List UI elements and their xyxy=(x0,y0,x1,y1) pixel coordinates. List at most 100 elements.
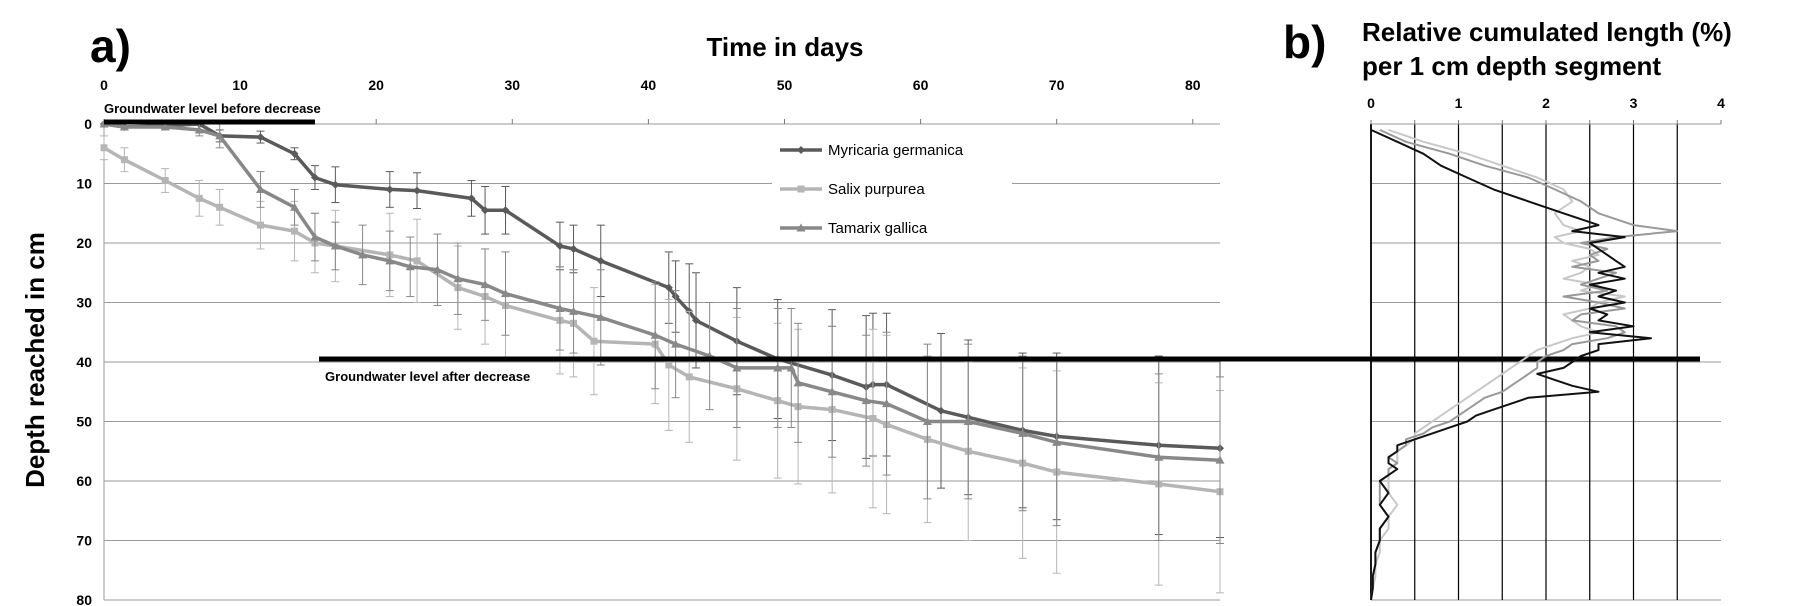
data-point xyxy=(773,363,783,372)
data-point xyxy=(119,122,129,131)
x-tick-label: 60 xyxy=(913,77,929,93)
data-point xyxy=(310,173,319,182)
data-point xyxy=(290,202,300,211)
data-point xyxy=(358,250,368,259)
x-tick-label: 70 xyxy=(1049,77,1065,93)
y-tick-label: 80 xyxy=(76,592,92,606)
x-tick-label: 80 xyxy=(1185,77,1201,93)
data-point xyxy=(596,312,606,321)
data-point xyxy=(290,149,299,158)
data-point xyxy=(216,203,224,211)
data-point xyxy=(331,180,340,189)
data-point xyxy=(432,265,442,274)
data-point xyxy=(793,378,803,387)
data-point xyxy=(786,363,796,372)
panel-b-label: b) xyxy=(1283,16,1326,68)
data-point xyxy=(590,337,598,345)
data-point xyxy=(650,330,660,339)
data-point xyxy=(385,185,394,194)
data-point xyxy=(1052,437,1062,446)
data-point xyxy=(1154,452,1164,461)
b-x-tick-label: 4 xyxy=(1717,95,1725,111)
b-profile-line xyxy=(1370,128,1626,601)
y-tick-label: 20 xyxy=(76,235,92,251)
data-point xyxy=(1018,428,1028,437)
legend-label: Myricaria germanica xyxy=(828,142,964,159)
panel-b-plot: 0 1 2 3 4 xyxy=(1367,95,1725,601)
data-point xyxy=(330,241,340,250)
legend-box xyxy=(772,130,1012,238)
data-point xyxy=(257,221,265,229)
panel-b-title-line-2: per 1 cm depth segment xyxy=(1362,51,1661,81)
data-point xyxy=(100,144,108,152)
groundwater-label: Groundwater level after decrease xyxy=(325,369,530,384)
data-point xyxy=(692,316,701,325)
x-tick-label: 10 xyxy=(232,77,248,93)
y-axis-title: Depth reached in cm xyxy=(20,232,50,488)
y-tick-label: 70 xyxy=(76,533,92,549)
data-point xyxy=(827,387,837,396)
groundwater-label: Groundwater level before decrease xyxy=(104,101,321,116)
data-point xyxy=(215,131,225,140)
panel-b-title-line-1: Relative cumulated length (%) xyxy=(1362,17,1732,47)
y-tick-label: 0 xyxy=(84,116,92,132)
panel-a-label: a) xyxy=(90,20,131,72)
data-point xyxy=(480,280,490,289)
b-x-tick-label: 2 xyxy=(1542,95,1550,111)
data-point xyxy=(405,262,415,271)
data-point xyxy=(555,241,564,250)
x-tick-label: 0 xyxy=(100,77,108,93)
series-line xyxy=(103,122,1221,451)
panel-b-title: Relative cumulated length (%) per 1 cm d… xyxy=(1362,17,1739,81)
data-point xyxy=(664,283,673,292)
data-point xyxy=(963,417,973,425)
y-tick-label: 50 xyxy=(76,414,92,430)
data-point xyxy=(413,257,421,265)
series-line xyxy=(103,122,1221,462)
data-point xyxy=(937,406,945,415)
data-point xyxy=(467,194,476,203)
data-point xyxy=(685,373,693,381)
data-point xyxy=(671,339,681,348)
data-point xyxy=(1215,455,1225,464)
b-x-tick-label: 3 xyxy=(1630,95,1638,111)
data-point xyxy=(569,244,578,253)
data-point xyxy=(256,133,265,142)
data-point xyxy=(569,306,579,315)
data-point xyxy=(291,227,299,235)
x-tick-label: 30 xyxy=(505,77,521,93)
data-point xyxy=(555,303,565,312)
data-point xyxy=(481,206,490,215)
data-point xyxy=(195,194,203,202)
x-tick-label: 40 xyxy=(641,77,657,93)
data-point xyxy=(500,289,510,298)
data-point xyxy=(160,122,170,131)
data-point xyxy=(501,206,510,215)
data-point xyxy=(732,363,742,372)
x-axis-title: Time in days xyxy=(706,32,863,62)
data-point xyxy=(453,274,463,283)
data-point xyxy=(882,399,892,408)
b-x-tick-label: 1 xyxy=(1455,95,1463,111)
data-point xyxy=(256,184,266,193)
legend-label: Tamarix gallica xyxy=(828,220,928,237)
data-point xyxy=(922,417,932,425)
data-point xyxy=(413,186,422,195)
series-line xyxy=(103,146,1221,494)
data-point xyxy=(310,232,320,241)
legend-label: Salix purpurea xyxy=(828,181,925,198)
x-tick-label: 20 xyxy=(368,77,384,93)
data-point xyxy=(596,256,605,265)
series-2 xyxy=(100,135,1224,594)
data-point xyxy=(665,361,673,369)
data-point xyxy=(385,256,395,265)
y-tick-label: 10 xyxy=(76,176,92,192)
data-point xyxy=(120,156,128,164)
data-point xyxy=(869,415,877,423)
data-point xyxy=(861,396,871,405)
b-x-tick-label: 0 xyxy=(1367,95,1375,111)
legend-marker xyxy=(797,185,805,193)
x-tick-label: 50 xyxy=(777,77,793,93)
panel-a-plot: 0 10 20 30 40 50 60 70 8001020304050607080Ground… xyxy=(76,77,1700,606)
